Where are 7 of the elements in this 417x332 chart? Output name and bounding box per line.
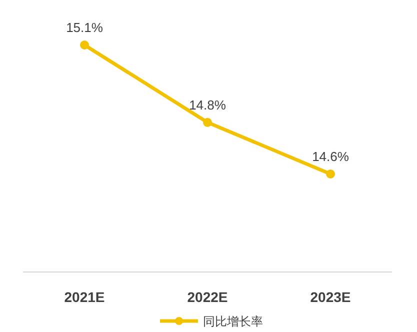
legend-label: 同比增长率 — [203, 314, 263, 328]
x-tick-label: 2023E — [310, 289, 351, 305]
data-label: 14.6% — [312, 149, 350, 164]
data-label: 15.1% — [66, 20, 104, 35]
data-label: 14.8% — [189, 97, 226, 112]
x-tick-label: 2022E — [187, 289, 228, 305]
x-tick-label: 2021E — [64, 289, 105, 305]
